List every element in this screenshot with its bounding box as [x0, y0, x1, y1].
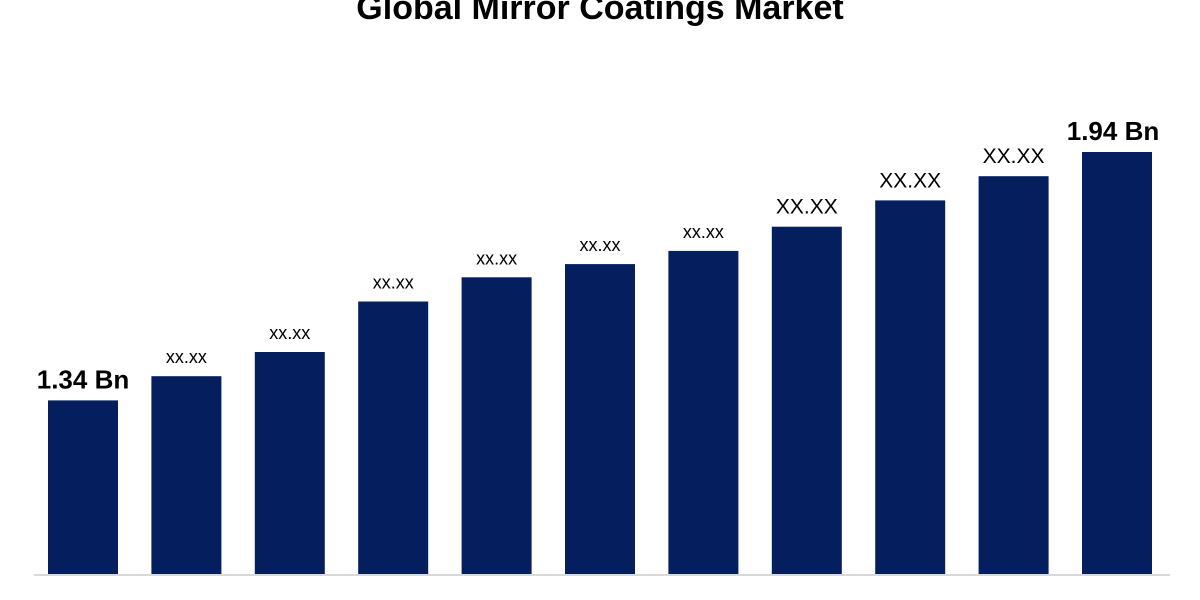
bar-10 — [978, 176, 1049, 574]
data-label-10: XX.XX — [983, 145, 1045, 168]
bar-5 — [461, 277, 532, 574]
bar-4 — [358, 301, 429, 574]
bar-7 — [668, 250, 739, 574]
data-label-3: xx.xx — [269, 323, 310, 343]
data-labels-group: 1.34 Bn xx.xx xx.xx xx.xx xx.xx xx.xx xx.xx XX.… — [37, 116, 1160, 394]
data-label-4: xx.xx — [373, 273, 414, 293]
data-label-9: XX.XX — [879, 169, 941, 192]
bar-3 — [254, 352, 325, 574]
bar-6 — [565, 264, 635, 574]
data-label-8: XX.XX — [776, 196, 838, 219]
data-label-2: xx.xx — [166, 347, 207, 367]
bar-9 — [875, 200, 946, 574]
data-label-6: xx.xx — [579, 235, 620, 255]
data-label-5: xx.xx — [476, 248, 517, 268]
bar-2 — [151, 376, 222, 574]
bar-11 — [1082, 152, 1152, 574]
bar-1 — [48, 400, 118, 574]
bar-8 — [771, 226, 842, 574]
data-label-11: 1.94 Bn — [1067, 116, 1160, 146]
data-label-7: xx.xx — [683, 222, 724, 242]
bars-group — [48, 152, 1152, 574]
chart-title: Global Mirror Coatings Market — [356, 0, 844, 27]
data-label-1: 1.34 Bn — [37, 364, 130, 394]
